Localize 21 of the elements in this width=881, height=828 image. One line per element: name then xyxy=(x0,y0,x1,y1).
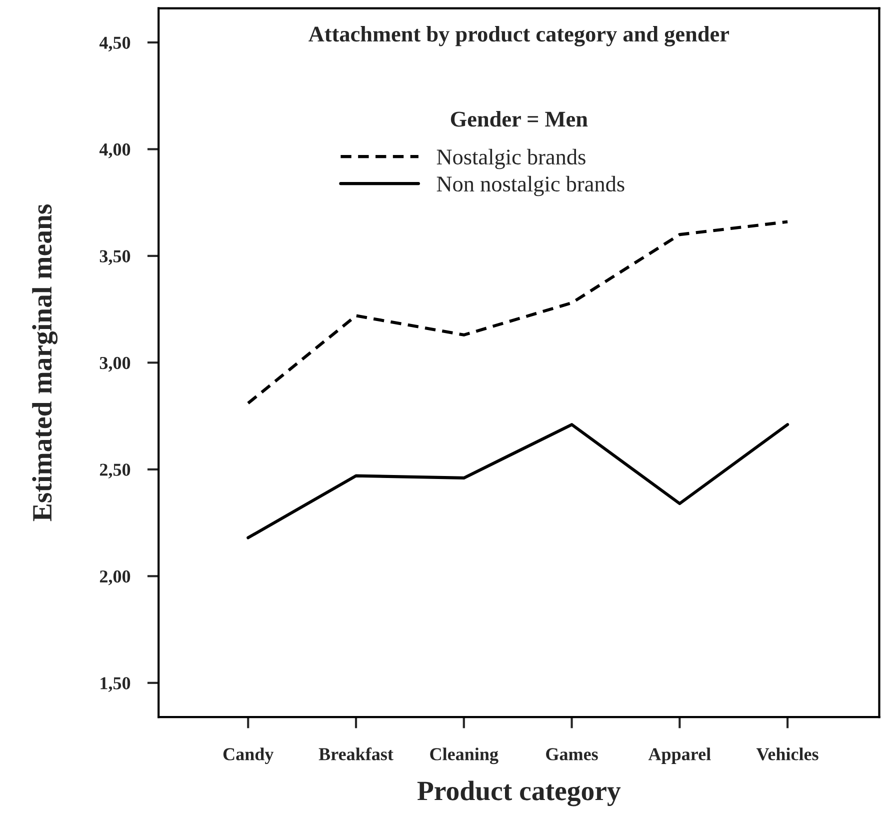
y-tick-label: 1,50 xyxy=(100,677,130,692)
text: Gender = Men xyxy=(450,111,588,127)
y-tick-label: 2,00 xyxy=(100,570,130,586)
legend-label: Non nostalgic brands xyxy=(436,176,624,196)
x-tick-label: Vehicles xyxy=(756,748,818,760)
x-tick-label: Candy xyxy=(223,748,274,764)
legend-label: Nostalgic brands xyxy=(436,148,586,170)
y-tick-label: 4,50 xyxy=(99,36,130,52)
x-tick-label: Breakfast xyxy=(318,747,394,760)
x-axis-title: Product category xyxy=(417,780,621,806)
x-tick-label: Cleaning xyxy=(430,748,498,764)
x-tick-label: Apparel xyxy=(648,748,711,764)
y-tick-label: 3,50 xyxy=(100,250,130,265)
y-tick-label: 2,50 xyxy=(100,464,130,478)
x-tick-label: Games xyxy=(546,748,598,760)
y-tick-label: 4,00 xyxy=(99,143,130,158)
line-series xyxy=(246,423,790,540)
text: Attachment by product category and gender xyxy=(308,26,730,46)
y-axis-title: Estimated marginal means xyxy=(32,204,58,522)
y-tick-label: 3,00 xyxy=(100,356,130,372)
line-series xyxy=(246,220,790,405)
